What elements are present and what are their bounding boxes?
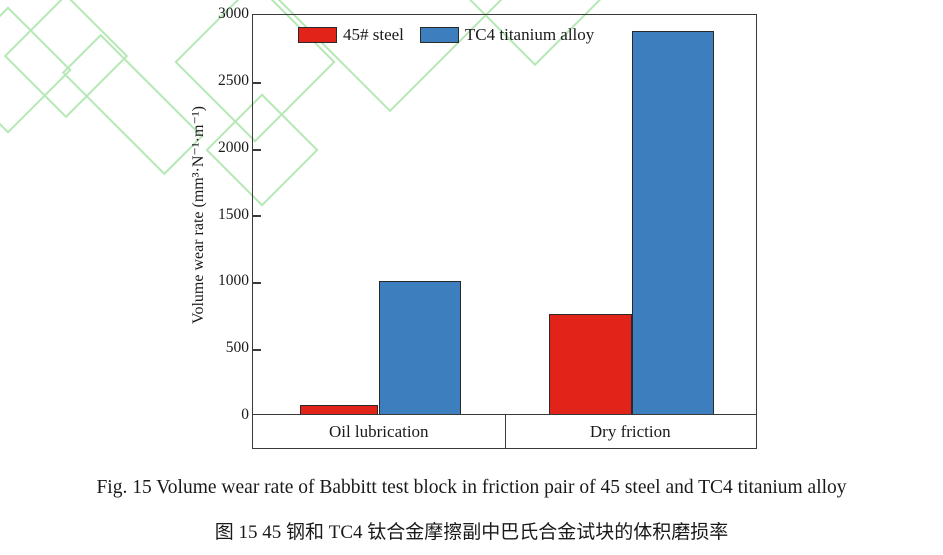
y-tick-label: 1500 (218, 206, 249, 223)
x-category-dry-friction: Dry friction (589, 421, 671, 441)
y-tick-mark (253, 215, 261, 217)
bar-dry-friction-45-steel (549, 314, 632, 414)
y-tick-mark (253, 349, 261, 351)
y-tick-label: 3000 (218, 5, 249, 22)
y-tick-mark (253, 82, 261, 84)
x-category-oil-lubrication: Oil lubrication (328, 421, 429, 441)
y-tick-mark (253, 149, 261, 151)
y-tick-label: 1000 (218, 272, 249, 289)
x-axis-category-box: Oil lubrication Dry friction (252, 415, 757, 449)
y-tick-label: 0 (241, 406, 249, 423)
legend: 45# steel TC4 titanium alloy (298, 25, 594, 45)
bar-oil-lubrication-tc4-alloy (379, 281, 461, 414)
legend-label-45-steel: 45# steel (343, 25, 404, 44)
y-tick-label: 2500 (218, 72, 249, 89)
legend-swatch-tc4-alloy (419, 27, 459, 43)
y-tick-label: 500 (225, 339, 249, 356)
bar-dry-friction-tc4-alloy (632, 30, 714, 414)
y-tick-label: 2000 (218, 139, 249, 156)
y-tick-mark (253, 282, 261, 284)
legend-label-tc4-alloy: TC4 titanium alloy (464, 25, 595, 44)
legend-swatch-45-steel (298, 27, 337, 43)
category-divider (504, 415, 506, 448)
plot-area: 45# steel TC4 titanium alloy (252, 14, 757, 415)
caption-chinese: 图 15 45 钢和 TC4 钛合金摩擦副中巴氏合金试块的体积磨损率 (214, 522, 729, 543)
caption-english: Fig. 15 Volume wear rate of Babbitt test… (96, 477, 847, 498)
bar-oil-lubrication-45-steel (300, 405, 378, 414)
